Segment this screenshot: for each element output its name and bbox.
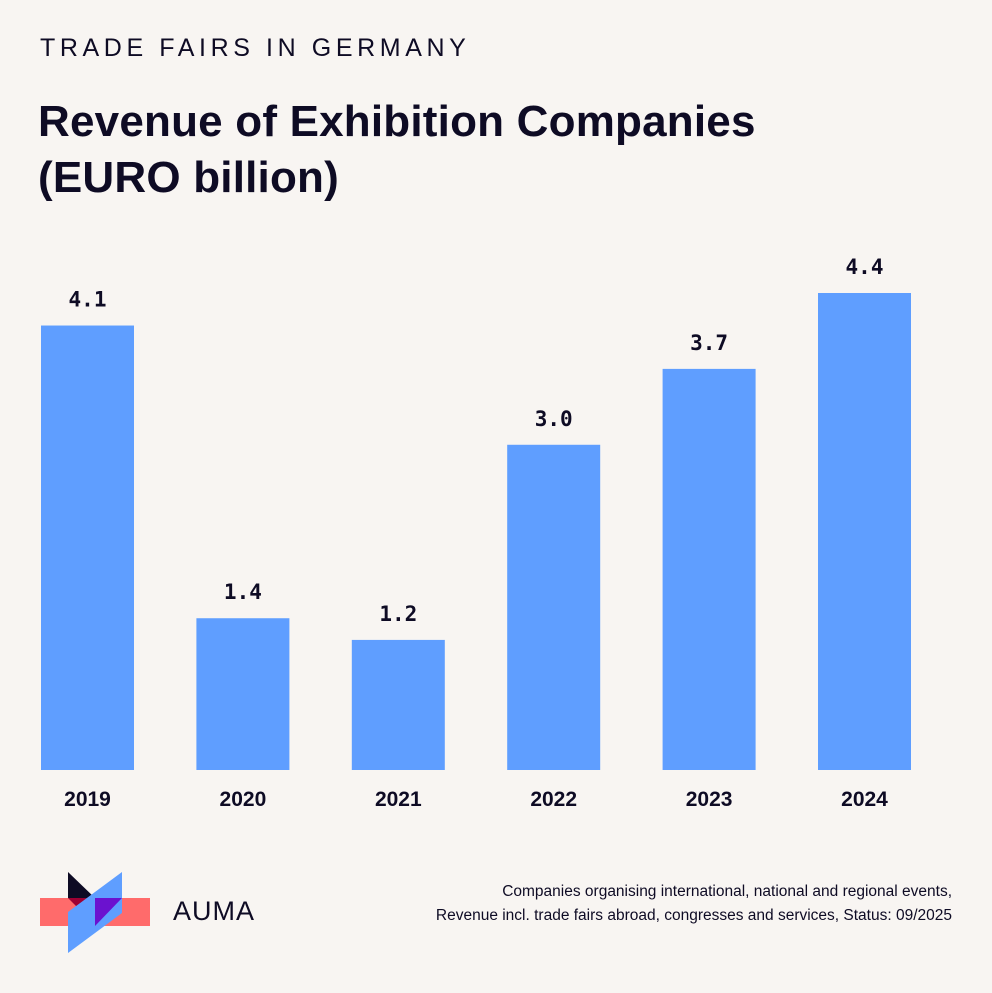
- category-labels-group: 2019 2020 2021 2022 2023 2024: [64, 788, 888, 811]
- source-note-line1: Companies organising international, nati…: [502, 883, 952, 900]
- logo-purple-overlap: [95, 898, 122, 926]
- brand-name: AUMA: [173, 896, 256, 926]
- category-label-2020: 2020: [220, 788, 267, 811]
- bar-2022: [507, 444, 601, 770]
- chart-title-line2: (EURO billion): [38, 153, 339, 202]
- value-label-2023: 3.7: [690, 331, 728, 355]
- category-label-2021: 2021: [375, 788, 422, 811]
- kicker-label: TRADE FAIRS IN GERMANY: [40, 34, 471, 62]
- bar-2024: [818, 293, 911, 770]
- source-note-line2: Revenue incl. trade fairs abroad, congre…: [435, 907, 952, 924]
- value-label-2019: 4.1: [69, 288, 107, 312]
- value-label-2024: 4.4: [846, 255, 884, 279]
- bar-2019: [41, 325, 134, 770]
- logo-dark-triangle: [68, 872, 95, 898]
- category-label-2024: 2024: [841, 788, 888, 811]
- value-label-2022: 3.0: [535, 407, 573, 431]
- source-note: Companies organising international, nati…: [436, 880, 952, 928]
- category-label-2019: 2019: [64, 788, 111, 811]
- value-label-2020: 1.4: [224, 580, 262, 604]
- bar-2021: [351, 639, 445, 770]
- value-labels-group: 4.1 1.4 1.2 3.0 3.7 4.4: [69, 255, 884, 626]
- bar-2023: [662, 368, 756, 770]
- bars-group: [41, 293, 911, 770]
- chart-title-line1: Revenue of Exhibition Companies: [38, 97, 756, 146]
- chart-title: Revenue of Exhibition Companies (EURO bi…: [38, 94, 938, 206]
- value-label-2021: 1.2: [379, 602, 417, 626]
- category-label-2023: 2023: [686, 788, 733, 811]
- auma-logo-icon: [40, 872, 150, 953]
- bar-chart: 4.11.41.23.03.74.4 2019 2020 2021 2022 2023 2…: [41, 255, 911, 811]
- category-label-2022: 2022: [530, 788, 577, 811]
- bar-2020: [196, 618, 290, 770]
